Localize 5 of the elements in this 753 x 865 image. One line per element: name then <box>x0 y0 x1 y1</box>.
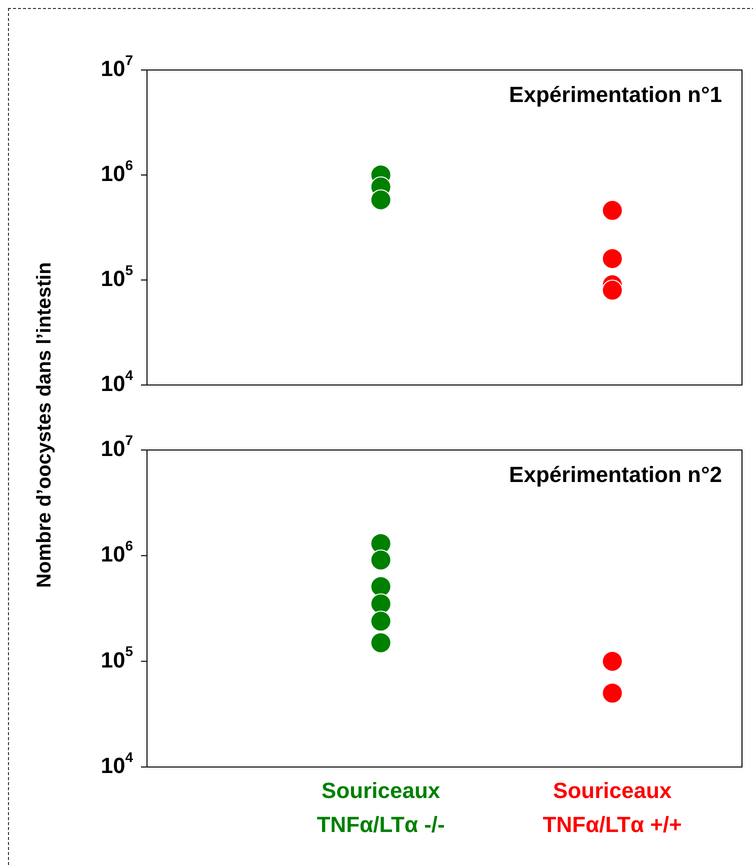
y-axis-title: Nombre d’oocystes dans l’intestin <box>34 262 56 588</box>
x-tick-label: Souriceaux TNFα/LTα -/- <box>316 778 445 838</box>
annotation: Expérimentation n°1 <box>509 82 722 108</box>
annotation: Expérimentation n°2 <box>509 462 722 488</box>
x-tick-label: Souriceaux TNFα/LTα +/+ <box>542 778 682 838</box>
